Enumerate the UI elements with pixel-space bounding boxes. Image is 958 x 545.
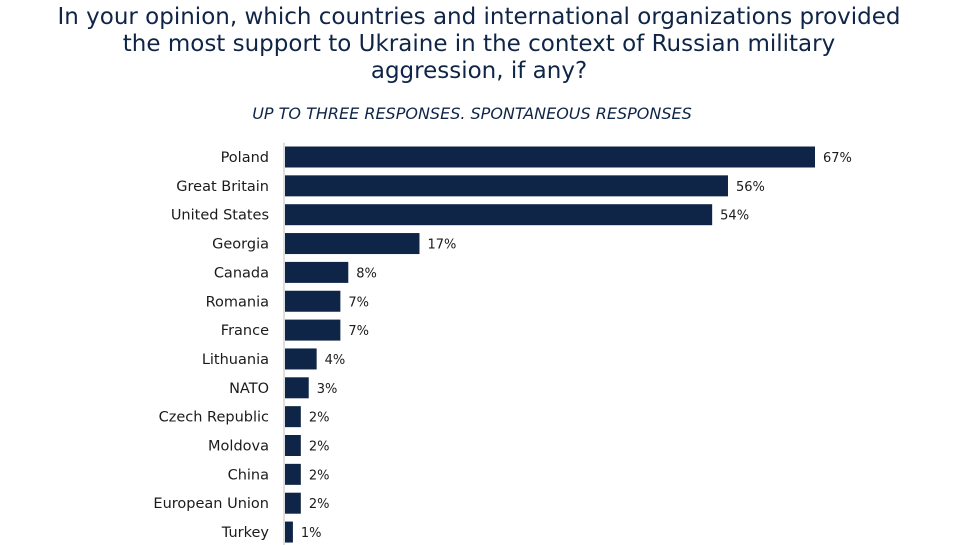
category-label: United States bbox=[171, 208, 269, 224]
chart-title-line-1: In your opinion, which countries and int… bbox=[57, 4, 901, 30]
bar-row: Canada 8% bbox=[214, 261, 377, 283]
bar-row: Georgia 17% bbox=[212, 233, 456, 255]
value-label: 3% bbox=[317, 382, 338, 397]
value-label: 2% bbox=[309, 468, 330, 483]
bar bbox=[285, 290, 341, 312]
chart-title-line-3: aggression, if any? bbox=[370, 58, 588, 84]
bar-row: Turkey 1% bbox=[221, 521, 322, 543]
bar-row: Great Britain 56% bbox=[176, 175, 765, 197]
value-label: 2% bbox=[309, 497, 330, 512]
chart-title: In your opinion, which countries and int… bbox=[0, 4, 958, 85]
category-label: Great Britain bbox=[176, 179, 269, 195]
bar bbox=[285, 492, 301, 514]
category-label: Czech Republic bbox=[159, 410, 269, 426]
value-label: 7% bbox=[348, 324, 369, 339]
chart-subtitle: UP TO THREE RESPONSES. SPONTANEOUS RESPO… bbox=[252, 104, 692, 123]
bar bbox=[285, 435, 301, 456]
bar-row: Czech Republic 2% bbox=[159, 406, 330, 428]
category-label: European Union bbox=[153, 496, 269, 512]
bar-row: European Union 2% bbox=[153, 492, 330, 514]
bar-row: United States 54% bbox=[171, 204, 749, 226]
category-label: NATO bbox=[229, 381, 269, 397]
bar bbox=[285, 261, 349, 283]
category-label: China bbox=[228, 467, 269, 483]
chart-title-line-2: the most support to Ukraine in the conte… bbox=[122, 31, 836, 57]
bar bbox=[285, 348, 317, 370]
bar bbox=[285, 521, 293, 543]
value-label: 2% bbox=[309, 411, 330, 426]
bar bbox=[285, 377, 309, 399]
bar-row: France 7% bbox=[221, 319, 369, 341]
category-label: Turkey bbox=[221, 525, 270, 541]
category-label: Poland bbox=[221, 150, 269, 166]
value-label: 54% bbox=[720, 209, 749, 224]
category-label: Georgia bbox=[212, 237, 269, 253]
bar-row: NATO 3% bbox=[229, 377, 338, 399]
bar bbox=[285, 175, 728, 197]
bar bbox=[285, 146, 815, 168]
category-label: Moldova bbox=[208, 439, 269, 455]
category-label: Romania bbox=[206, 294, 269, 310]
value-label: 56% bbox=[736, 180, 765, 195]
value-label: 4% bbox=[325, 353, 346, 368]
category-label: Canada bbox=[214, 265, 269, 281]
bar bbox=[285, 463, 301, 485]
value-label: 7% bbox=[348, 295, 369, 310]
bar-row: Moldova 2% bbox=[208, 435, 329, 456]
value-label: 2% bbox=[309, 440, 330, 455]
bar-row: Romania 7% bbox=[206, 290, 369, 312]
bar bbox=[285, 233, 420, 255]
value-label: 8% bbox=[356, 266, 377, 281]
value-label: 1% bbox=[301, 526, 322, 541]
bar-row: China 2% bbox=[228, 463, 330, 485]
category-label: Lithuania bbox=[202, 352, 269, 368]
bar bbox=[285, 319, 341, 341]
category-label: France bbox=[221, 323, 269, 339]
bar-row: Lithuania 4% bbox=[202, 348, 346, 370]
bar-row: Poland 67% bbox=[221, 146, 852, 168]
value-label: 17% bbox=[427, 238, 456, 253]
bar bbox=[285, 406, 301, 428]
value-label: 67% bbox=[823, 151, 852, 166]
bar bbox=[285, 204, 713, 226]
